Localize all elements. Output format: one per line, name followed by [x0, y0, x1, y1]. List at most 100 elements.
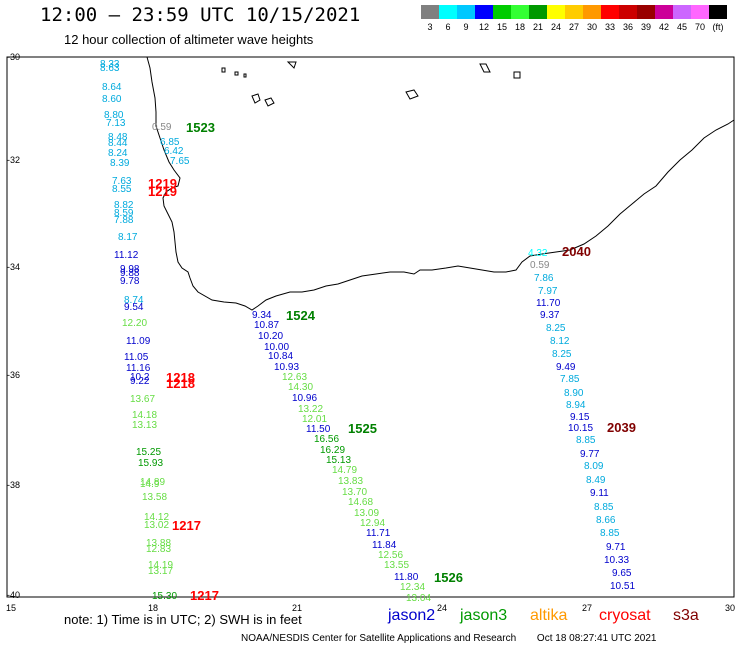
- scale-label: 9: [463, 22, 469, 32]
- lon-label: 30: [725, 603, 736, 613]
- wave-reading: 9.65: [612, 568, 632, 579]
- wave-reading: 15.30: [152, 591, 177, 602]
- wave-reading: 12.63: [282, 372, 307, 383]
- wave-reading: 11.12: [114, 250, 139, 261]
- wave-reading: 8.80: [104, 110, 124, 121]
- wave-reading: 8.85: [576, 435, 596, 446]
- wave-reading: 13.58: [142, 492, 167, 503]
- legend-s3a: s3a: [673, 607, 699, 624]
- units-note: note: 1) Time is in UTC; 2) SWH is in fe…: [64, 612, 302, 627]
- wave-reading: 8.39: [110, 158, 130, 169]
- wave-reading: 9.78: [120, 276, 140, 287]
- wave-reading: 8.25: [546, 323, 566, 334]
- color-scale-bar: [421, 5, 727, 19]
- scale-swatch: [583, 5, 601, 19]
- pass-id: 1217: [172, 518, 201, 533]
- wave-reading: 8.63: [100, 63, 120, 74]
- map-subtitle: 12 hour collection of altimeter wave hei…: [64, 32, 314, 47]
- lat-label: -38: [7, 480, 21, 490]
- wave-reading: 8.09: [584, 461, 604, 472]
- wave-reading: 7.86: [534, 273, 554, 284]
- wave-reading: 11.09: [126, 336, 151, 347]
- wave-reading: 13.88: [146, 538, 171, 549]
- wave-reading: 14.18: [132, 410, 157, 421]
- legend-altika: altika: [530, 607, 568, 624]
- wave-reading: 11.84: [372, 540, 397, 551]
- pass-id: 1524: [286, 308, 316, 323]
- wave-reading: 7.65: [170, 156, 190, 167]
- scale-swatch: [511, 5, 529, 19]
- wave-reading: 10.84: [268, 351, 293, 362]
- lat-label: -36: [7, 370, 21, 380]
- scale-swatch: [421, 5, 439, 19]
- wave-reading: 14.12: [144, 512, 169, 523]
- legend-cryosat: cryosat: [599, 607, 651, 624]
- wave-reading: 15.93: [138, 458, 163, 469]
- wave-reading: 10.96: [292, 393, 317, 404]
- footer-source: NOAA/NESDIS Center for Satellite Applica…: [241, 633, 517, 644]
- wave-reading: 11.70: [536, 298, 561, 309]
- wave-reading: 16.29: [320, 445, 345, 456]
- wave-reading: 9.49: [556, 362, 576, 373]
- wave-reading: 13.70: [342, 487, 367, 498]
- scale-swatch: [691, 5, 709, 19]
- wave-reading: 9.22: [130, 376, 150, 387]
- scale-swatch: [475, 5, 493, 19]
- wave-reading: 8.12: [550, 336, 570, 347]
- wave-reading: 0.59: [152, 122, 172, 133]
- legend-jason2: jason2: [388, 607, 436, 624]
- scale-label: 42: [658, 22, 669, 32]
- pass-id: 1219: [148, 176, 177, 191]
- scale-label: 12: [478, 22, 489, 32]
- wave-reading: 11.50: [306, 424, 331, 435]
- wave-reading: 9.15: [570, 412, 590, 423]
- wave-reading: 8.59: [114, 208, 134, 219]
- lat-label: -34: [7, 262, 21, 272]
- scale-swatch: [673, 5, 691, 19]
- wave-reading: 13.83: [338, 476, 363, 487]
- scale-label: 15: [496, 22, 507, 32]
- scale-label: 33: [604, 22, 615, 32]
- pass-id: 1217: [190, 588, 219, 603]
- wave-reading: 14.68: [348, 497, 373, 508]
- wave-reading: 8.33: [100, 59, 120, 70]
- wave-reading: 8.94: [566, 400, 586, 411]
- lon-label: 24: [437, 603, 448, 613]
- wave-reading: 9.11: [590, 488, 609, 499]
- wave-reading: 8.17: [118, 232, 138, 243]
- wave-reading: 12.34: [400, 582, 425, 593]
- wave-reading: 9.77: [580, 449, 600, 460]
- pass-id: 1525: [348, 421, 377, 436]
- wave-reading: 8.48: [108, 132, 128, 143]
- island-6: [286, 61, 297, 69]
- scale-label: 18: [514, 22, 525, 32]
- wave-reading: 8.74: [124, 295, 144, 306]
- scale-label: 24: [550, 22, 561, 32]
- scale-swatch: [547, 5, 565, 19]
- scale-label: 36: [622, 22, 633, 32]
- wave-reading: 13.55: [384, 560, 409, 571]
- legend-jason3: jason3: [460, 607, 508, 624]
- scale-label: 30: [586, 22, 597, 32]
- wave-reading: 12.20: [122, 318, 147, 329]
- wave-reading: 11.71: [366, 528, 391, 539]
- pass-id: 2040: [562, 244, 591, 259]
- footer-timestamp: Oct 18 08:27:41 UTC 2021: [536, 633, 657, 644]
- wave-reading: 8.82: [114, 200, 134, 211]
- island-4: [251, 93, 261, 104]
- island-7: [405, 89, 419, 100]
- wave-reading: 8.64: [102, 82, 122, 93]
- wave-reading: 7.63: [112, 176, 132, 187]
- wave-height-map: 8.338.63 8.648.60 8.807.13 8.488.448.248.39…: [6, 56, 735, 604]
- lat-label: -32: [7, 155, 21, 165]
- wave-reading: 6.42: [164, 146, 184, 157]
- wave-reading: 8.49: [586, 475, 606, 486]
- wave-reading: 9.37: [540, 310, 560, 321]
- wave-reading: 10.51: [610, 581, 635, 592]
- wave-reading: 13.09: [354, 508, 379, 519]
- scale-swatch: [529, 5, 547, 19]
- wave-reading: 8.85: [594, 502, 614, 513]
- scale-swatch: [601, 5, 619, 19]
- scale-swatch: [457, 5, 475, 19]
- lon-label: 21: [292, 603, 303, 613]
